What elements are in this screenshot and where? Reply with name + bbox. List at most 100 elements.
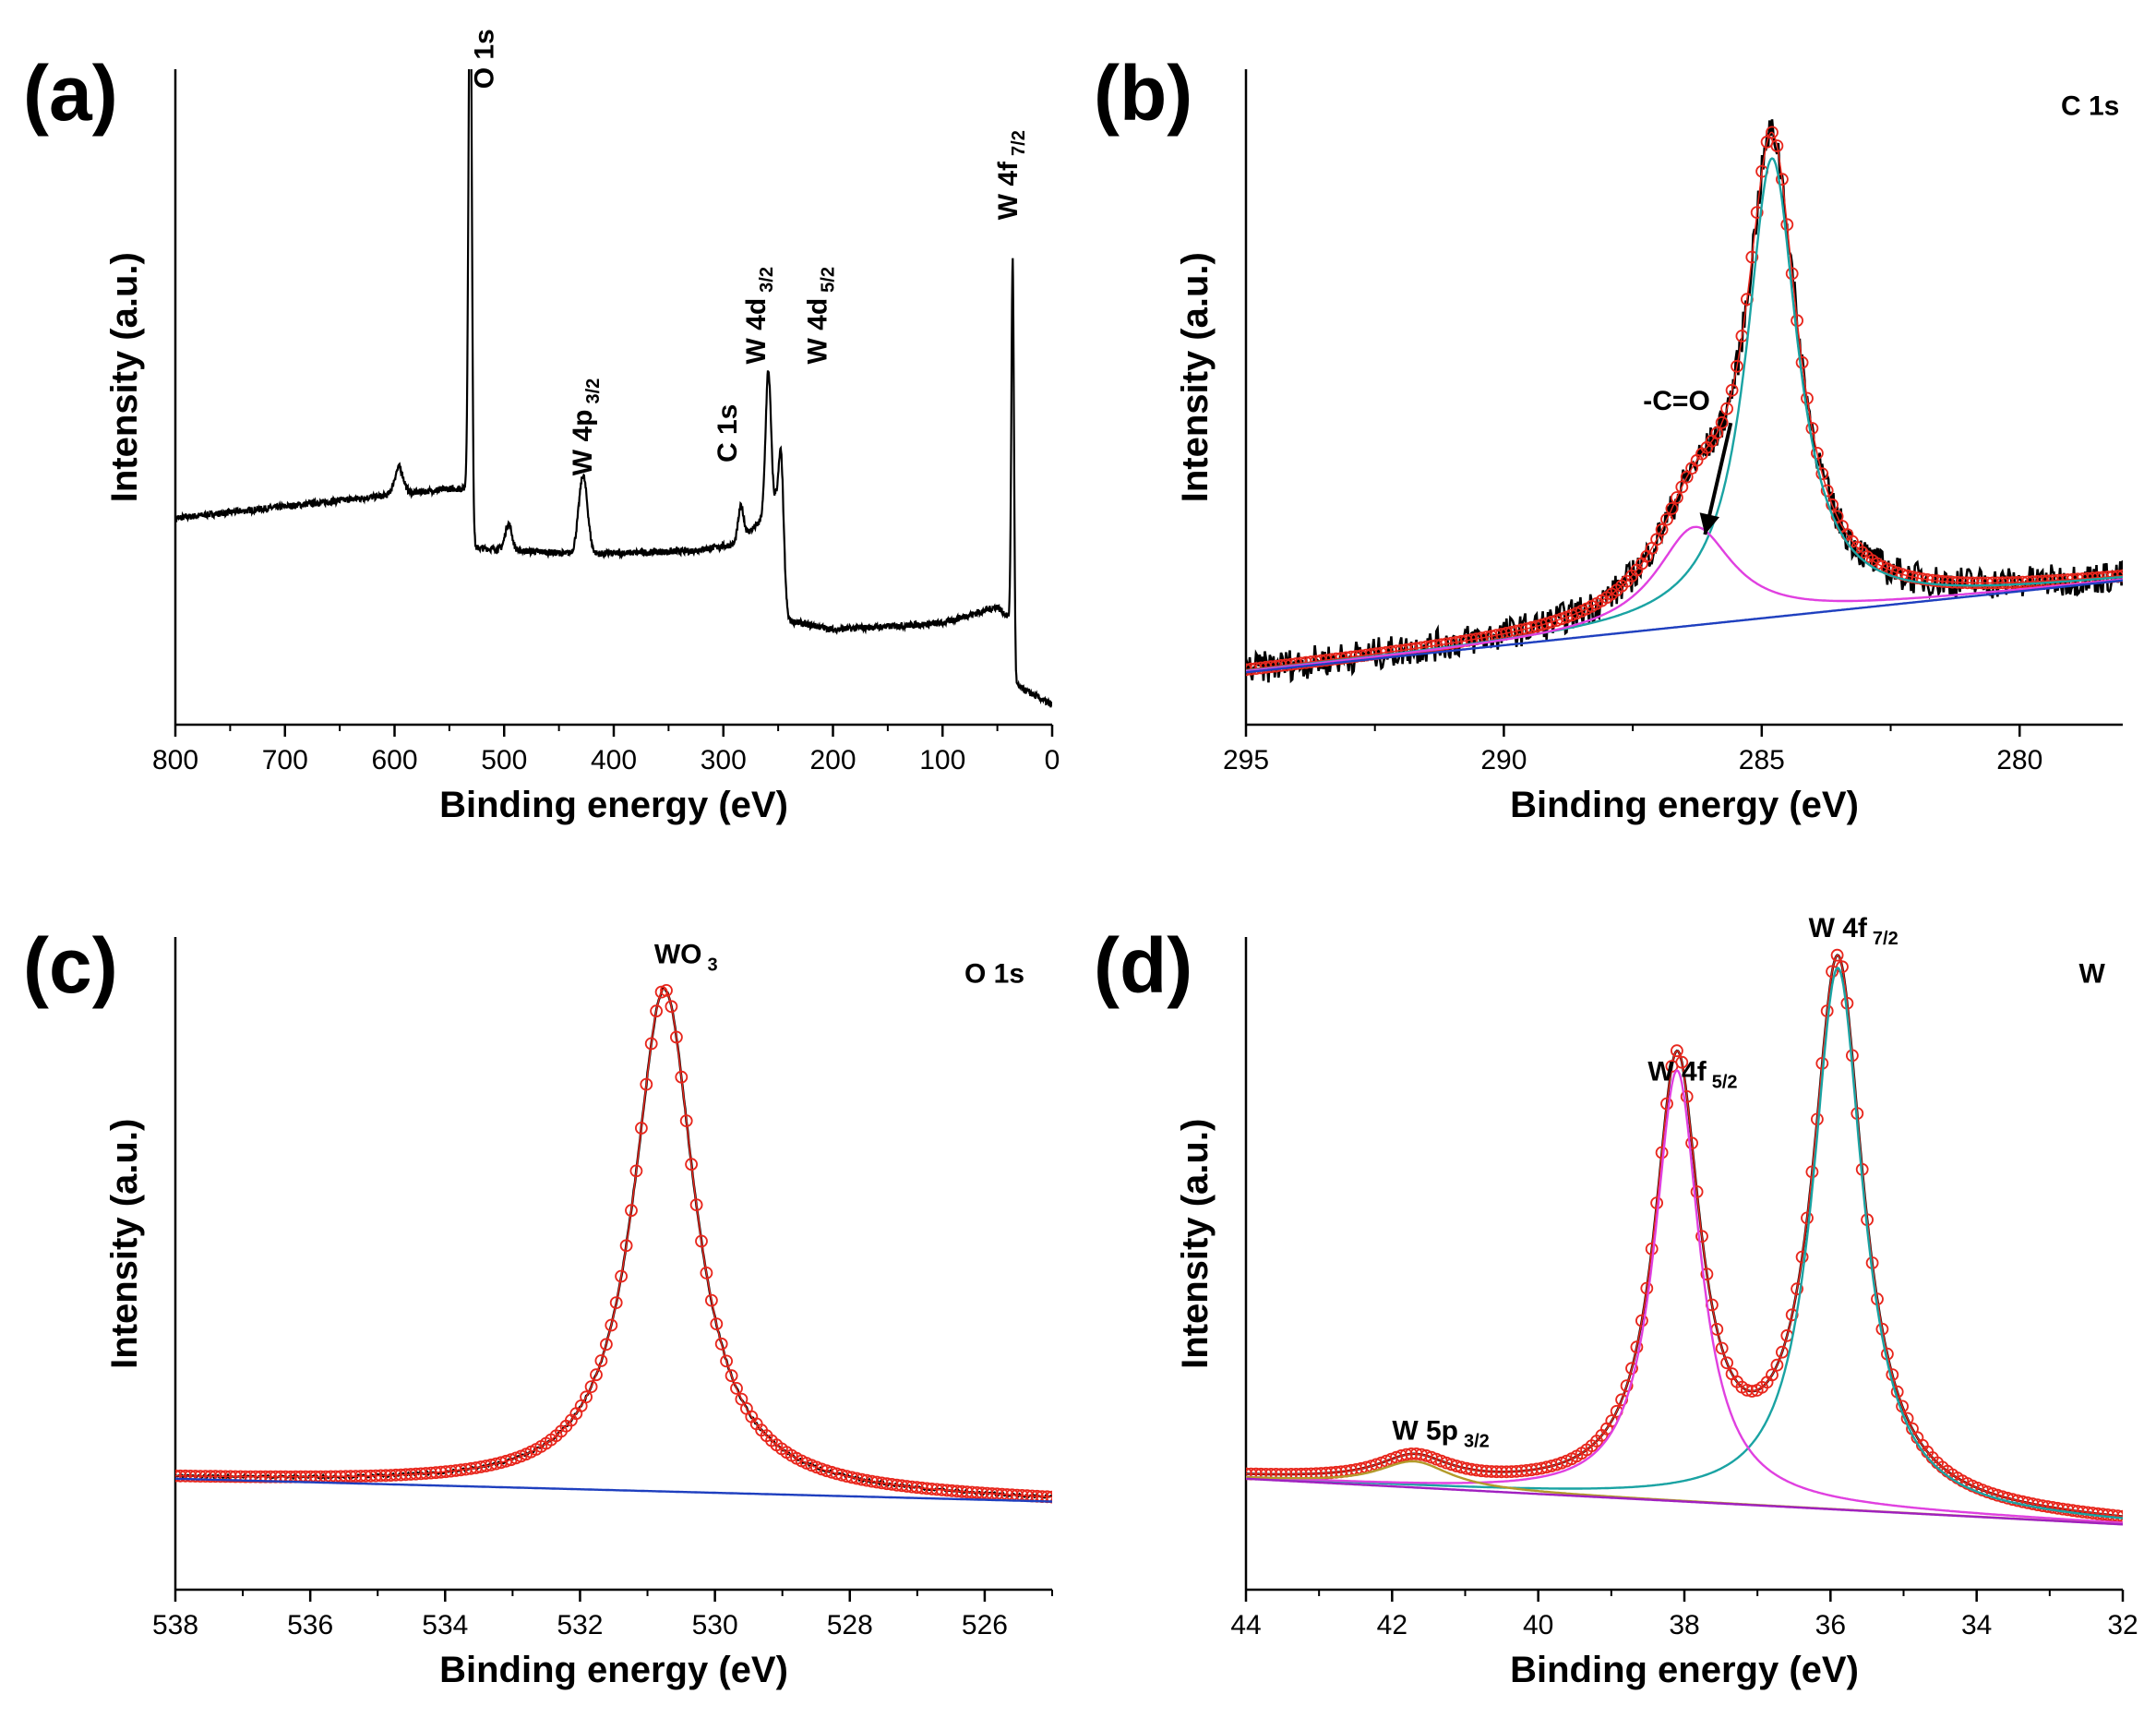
fit-marker bbox=[2061, 1503, 2075, 1517]
fit-marker bbox=[1515, 1464, 1528, 1478]
fit-marker bbox=[1745, 250, 1759, 264]
fit-marker bbox=[1710, 426, 1724, 440]
fit-marker bbox=[679, 1114, 693, 1127]
y-axis-title: Intensity (a.u.) bbox=[104, 252, 145, 502]
fit-marker bbox=[584, 1380, 598, 1393]
fit-marker bbox=[1960, 576, 1974, 590]
fit-marker bbox=[609, 1296, 623, 1309]
x-axis-title: Binding energy (eV) bbox=[439, 1650, 788, 1690]
fit-marker bbox=[1776, 1345, 1789, 1359]
fit-marker bbox=[1465, 1462, 1479, 1476]
x-tick-label: 530 bbox=[692, 1610, 738, 1640]
fit-marker bbox=[720, 1354, 733, 1368]
x-tick-label: 200 bbox=[809, 745, 856, 775]
fit-marker bbox=[2055, 1502, 2069, 1516]
y-axis-title: Intensity (a.u.) bbox=[104, 1119, 145, 1369]
peak-annotation: W bbox=[2079, 958, 2106, 989]
x-tick-label: 285 bbox=[1739, 745, 1785, 775]
panel-a: (a) 800 700 600 500 400 300 200 100 0 Binding ener… bbox=[23, 29, 1060, 825]
fit-marker bbox=[580, 1390, 593, 1404]
fit-marker bbox=[710, 1317, 724, 1330]
series-survey bbox=[175, 69, 1052, 708]
fit-marker bbox=[2071, 1505, 2085, 1518]
x-tick-label: 100 bbox=[919, 745, 965, 775]
fit-marker bbox=[434, 1465, 448, 1479]
x-tick-label: 500 bbox=[481, 745, 527, 775]
fit-marker bbox=[184, 1470, 198, 1483]
fit-marker bbox=[1671, 1044, 1683, 1058]
fit-marker bbox=[244, 1470, 258, 1484]
fit-marker bbox=[1500, 1465, 1514, 1479]
fit-marker bbox=[1946, 575, 1959, 589]
fit-marker bbox=[1640, 1281, 1654, 1295]
fit-marker bbox=[1785, 267, 1799, 281]
fit-marker bbox=[175, 1469, 182, 1483]
fit-marker bbox=[1485, 1465, 1498, 1478]
fit-marker bbox=[209, 1470, 222, 1484]
fit-marker bbox=[670, 1030, 683, 1044]
fit-marker bbox=[389, 1468, 402, 1482]
fit-marker bbox=[1931, 574, 1945, 588]
x-axis-title: Binding energy (eV) bbox=[1510, 785, 1859, 825]
x-axis-title: Binding energy (eV) bbox=[439, 785, 788, 825]
series-measured bbox=[175, 987, 1052, 1500]
x-tick-label: 36 bbox=[1815, 1610, 1846, 1640]
panel-label: (b) bbox=[1094, 50, 1192, 137]
fit-marker bbox=[1741, 1384, 1754, 1397]
fit-marker bbox=[178, 1469, 192, 1483]
fit-marker bbox=[970, 1486, 984, 1499]
panel-c: (c) 538 536 534 532 530 528 526 Binding energy (… bbox=[23, 922, 1053, 1690]
x-tick-label: 532 bbox=[557, 1610, 603, 1640]
fit-marker bbox=[1780, 218, 1794, 232]
fit-marker bbox=[600, 1338, 613, 1352]
fit-marker bbox=[1941, 575, 1954, 589]
panel-label: (d) bbox=[1094, 922, 1192, 1009]
fit-marker bbox=[175, 1469, 187, 1483]
fit-marker bbox=[1956, 576, 1970, 589]
fit-marker bbox=[1715, 1341, 1729, 1355]
series-background bbox=[175, 1477, 1052, 1503]
fit-marker bbox=[1685, 1136, 1698, 1150]
fit-marker bbox=[1785, 1308, 1799, 1322]
series-fit bbox=[1246, 948, 2123, 1523]
fit-marker bbox=[1715, 415, 1729, 429]
fit-marker bbox=[1981, 576, 1994, 590]
peak-annotation: W 4d3/2 bbox=[741, 267, 777, 364]
fit-marker bbox=[1950, 575, 1964, 589]
fit-marker bbox=[951, 1484, 964, 1498]
fit-marker bbox=[379, 1469, 392, 1483]
fit-marker bbox=[1675, 480, 1689, 494]
arrow-head-icon bbox=[1699, 512, 1720, 535]
fit-marker bbox=[890, 1478, 904, 1492]
fit-marker bbox=[940, 1484, 953, 1497]
peak-annotation: W 4f 5/2 bbox=[1647, 1057, 1737, 1093]
fit-marker bbox=[1479, 1464, 1493, 1478]
fit-marker bbox=[1766, 1368, 1779, 1382]
panel-label: (c) bbox=[23, 922, 118, 1009]
peak-annotation: O 1s bbox=[964, 958, 1024, 989]
fit-marker bbox=[234, 1470, 247, 1484]
x-tick-label: 700 bbox=[262, 745, 308, 775]
fit-marker bbox=[1815, 467, 1829, 481]
fit-marker bbox=[1801, 1211, 1814, 1225]
fit-marker bbox=[1921, 573, 1934, 586]
x-tick-label: 526 bbox=[962, 1610, 1008, 1640]
fit-marker bbox=[665, 1000, 678, 1014]
x-tick-label: 34 bbox=[1961, 1610, 1992, 1640]
x-tick-label: 38 bbox=[1669, 1610, 1699, 1640]
fit-marker bbox=[339, 1470, 353, 1484]
fit-marker bbox=[353, 1470, 367, 1483]
fit-marker bbox=[625, 1204, 638, 1218]
fit-marker bbox=[650, 1004, 663, 1018]
fit-marker bbox=[644, 1037, 658, 1051]
fit-marker bbox=[916, 1481, 928, 1495]
fit-marker bbox=[2106, 1508, 2120, 1522]
fit-marker bbox=[960, 1485, 974, 1498]
fit-marker bbox=[1770, 139, 1784, 152]
fit-marker bbox=[730, 1382, 743, 1395]
fit-marker bbox=[640, 1077, 653, 1091]
fit-marker bbox=[2081, 1506, 2094, 1520]
fit-marker bbox=[254, 1470, 268, 1484]
